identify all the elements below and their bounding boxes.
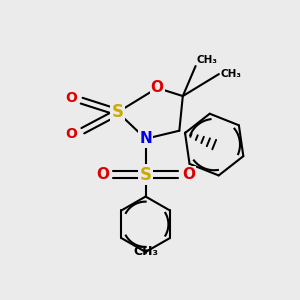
Text: O: O xyxy=(151,80,164,95)
Text: CH₃: CH₃ xyxy=(220,69,241,79)
Text: CH₃: CH₃ xyxy=(133,245,158,258)
Text: O: O xyxy=(182,167,195,182)
Text: N: N xyxy=(139,131,152,146)
Text: O: O xyxy=(65,92,77,105)
Text: S: S xyxy=(112,103,124,121)
Text: O: O xyxy=(96,167,109,182)
Text: O: O xyxy=(65,127,77,141)
Text: S: S xyxy=(140,166,152,184)
Text: CH₃: CH₃ xyxy=(197,55,218,65)
